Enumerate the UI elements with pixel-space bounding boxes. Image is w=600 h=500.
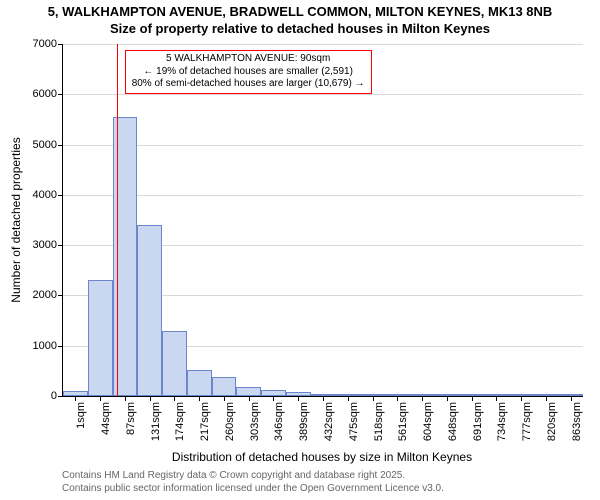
y-tick-label: 5000 — [33, 139, 63, 151]
plot-area: 010002000300040005000600070001sqm44sqm87… — [62, 44, 583, 397]
y-gridline — [63, 145, 583, 146]
y-tick-label: 7000 — [33, 38, 63, 50]
histogram-bar — [137, 225, 162, 396]
x-tick-label: 561sqm — [397, 402, 409, 441]
x-tick-mark — [373, 396, 374, 401]
x-tick-label: 131sqm — [150, 402, 162, 441]
x-tick-label: 691sqm — [472, 402, 484, 441]
x-tick-label: 1sqm — [75, 402, 87, 429]
x-tick-mark — [100, 396, 101, 401]
x-tick-mark — [496, 396, 497, 401]
x-tick-mark — [249, 396, 250, 401]
x-tick-label: 863sqm — [571, 402, 583, 441]
x-tick-label: 87sqm — [125, 402, 137, 435]
chart-titles: 5, WALKHAMPTON AVENUE, BRADWELL COMMON, … — [0, 4, 600, 38]
histogram-bar — [187, 370, 212, 396]
histogram-bar — [88, 280, 113, 396]
x-tick-mark — [273, 396, 274, 401]
annotation-line1: 5 WALKHAMPTON AVENUE: 90sqm — [132, 53, 365, 66]
footer-line1: Contains HM Land Registry data © Crown c… — [62, 470, 444, 483]
annotation-box: 5 WALKHAMPTON AVENUE: 90sqm← 19% of deta… — [125, 50, 372, 94]
histogram-bar — [162, 331, 187, 396]
histogram-bar — [212, 377, 237, 396]
y-axis-label: Number of detached properties — [9, 137, 23, 302]
x-tick-label: 777sqm — [521, 402, 533, 441]
x-tick-mark — [422, 396, 423, 401]
y-gridline — [63, 94, 583, 95]
x-tick-mark — [447, 396, 448, 401]
chart-footer: Contains HM Land Registry data © Crown c… — [62, 470, 444, 495]
x-tick-mark — [150, 396, 151, 401]
x-tick-label: 518sqm — [373, 402, 385, 441]
annotation-line2: ← 19% of detached houses are smaller (2,… — [132, 66, 365, 79]
x-tick-label: 217sqm — [199, 402, 211, 441]
annotation-line3: 80% of semi-detached houses are larger (… — [132, 78, 365, 91]
y-gridline — [63, 44, 583, 45]
x-tick-mark — [521, 396, 522, 401]
x-tick-mark — [397, 396, 398, 401]
x-tick-label: 432sqm — [323, 402, 335, 441]
property-marker-line — [117, 44, 118, 396]
x-tick-mark — [571, 396, 572, 401]
chart-container: 5, WALKHAMPTON AVENUE, BRADWELL COMMON, … — [0, 0, 600, 500]
y-tick-label: 2000 — [33, 289, 63, 301]
x-tick-label: 346sqm — [273, 402, 285, 441]
x-tick-label: 734sqm — [496, 402, 508, 441]
x-tick-label: 604sqm — [422, 402, 434, 441]
x-tick-label: 475sqm — [348, 402, 360, 441]
y-tick-label: 4000 — [33, 189, 63, 201]
x-tick-label: 174sqm — [174, 402, 186, 441]
y-tick-label: 0 — [51, 390, 63, 402]
y-gridline — [63, 195, 583, 196]
footer-line2: Contains public sector information licen… — [62, 483, 444, 496]
y-tick-label: 6000 — [33, 88, 63, 100]
x-tick-mark — [472, 396, 473, 401]
x-tick-label: 260sqm — [224, 402, 236, 441]
x-tick-mark — [546, 396, 547, 401]
x-tick-mark — [224, 396, 225, 401]
x-tick-mark — [348, 396, 349, 401]
x-tick-label: 44sqm — [100, 402, 112, 435]
x-tick-mark — [199, 396, 200, 401]
y-tick-label: 1000 — [33, 340, 63, 352]
x-tick-mark — [298, 396, 299, 401]
x-tick-label: 389sqm — [298, 402, 310, 441]
chart-title-line1: 5, WALKHAMPTON AVENUE, BRADWELL COMMON, … — [0, 4, 600, 21]
x-tick-mark — [125, 396, 126, 401]
x-tick-mark — [323, 396, 324, 401]
histogram-bar — [236, 387, 261, 396]
x-tick-label: 303sqm — [249, 402, 261, 441]
chart-title-line2: Size of property relative to detached ho… — [0, 21, 600, 38]
y-tick-label: 3000 — [33, 239, 63, 251]
x-tick-mark — [174, 396, 175, 401]
x-tick-mark — [75, 396, 76, 401]
x-tick-label: 648sqm — [447, 402, 459, 441]
x-tick-label: 820sqm — [546, 402, 558, 441]
x-axis-label: Distribution of detached houses by size … — [172, 450, 472, 464]
